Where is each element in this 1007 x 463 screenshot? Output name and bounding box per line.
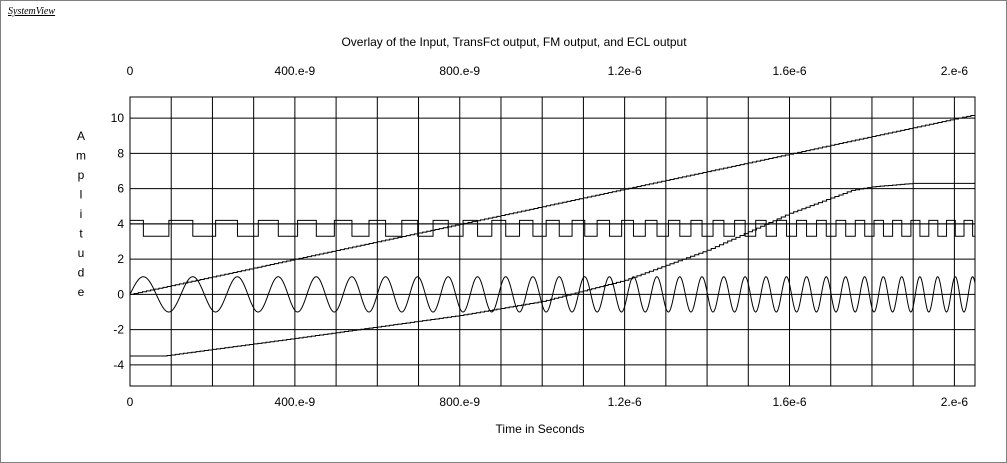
x-tick-label-top: 800.e-9	[439, 64, 480, 78]
x-tick-label: 2.e-6	[941, 395, 969, 409]
x-tick-label-top: 1.6e-6	[772, 64, 806, 78]
x-tick-label: 400.e-9	[275, 395, 316, 409]
series-line-1	[130, 114, 976, 295]
x-tick-label-top: 400.e-9	[275, 64, 316, 78]
chart-title: Overlay of the Input, TransFct output, F…	[341, 35, 687, 49]
y-tick-label: 0	[117, 287, 124, 301]
y-tick-label: 6	[117, 182, 124, 196]
y-axis-label-letter: m	[76, 149, 86, 163]
y-tick-label: -2	[113, 323, 124, 337]
y-tick-label: 10	[111, 111, 125, 125]
series-line-2	[130, 182, 975, 357]
y-axis-label-letter: i	[80, 207, 83, 221]
y-tick-label: 8	[117, 146, 124, 160]
y-axis-label-letter: t	[79, 227, 83, 241]
y-axis-label-letter: d	[78, 266, 85, 280]
x-tick-label: 0	[127, 395, 134, 409]
axes: 0 0 400.e-9 400.e-9 800.e-9 800.e-9 1.2e-6 1.2e…	[111, 64, 976, 409]
y-axis-label-letter: u	[78, 246, 85, 260]
x-tick-label: 800.e-9	[439, 395, 480, 409]
y-tick-label: 2	[117, 252, 124, 266]
plot-area-border	[129, 96, 976, 387]
y-axis-label-letter: e	[78, 285, 85, 299]
x-axis-label: Time in Seconds	[496, 422, 585, 436]
y-axis-label-letter: p	[78, 168, 85, 182]
y-axis-label-letter: A	[77, 129, 85, 143]
y-axis-label-letter: l	[80, 188, 83, 202]
grid	[130, 97, 975, 386]
x-tick-label-top: 2.e-6	[941, 64, 969, 78]
y-tick-label: 4	[117, 217, 124, 231]
y-tick-label: -4	[113, 358, 124, 372]
x-tick-label-top: 1.2e-6	[608, 64, 642, 78]
x-tick-label: 1.2e-6	[608, 395, 642, 409]
x-tick-label-top: 0	[127, 64, 134, 78]
x-tick-label: 1.6e-6	[772, 395, 806, 409]
series-line-4	[129, 276, 976, 313]
series-group	[129, 114, 976, 357]
series-line-3	[130, 219, 975, 237]
app-title[interactable]: SystemView	[8, 6, 56, 17]
